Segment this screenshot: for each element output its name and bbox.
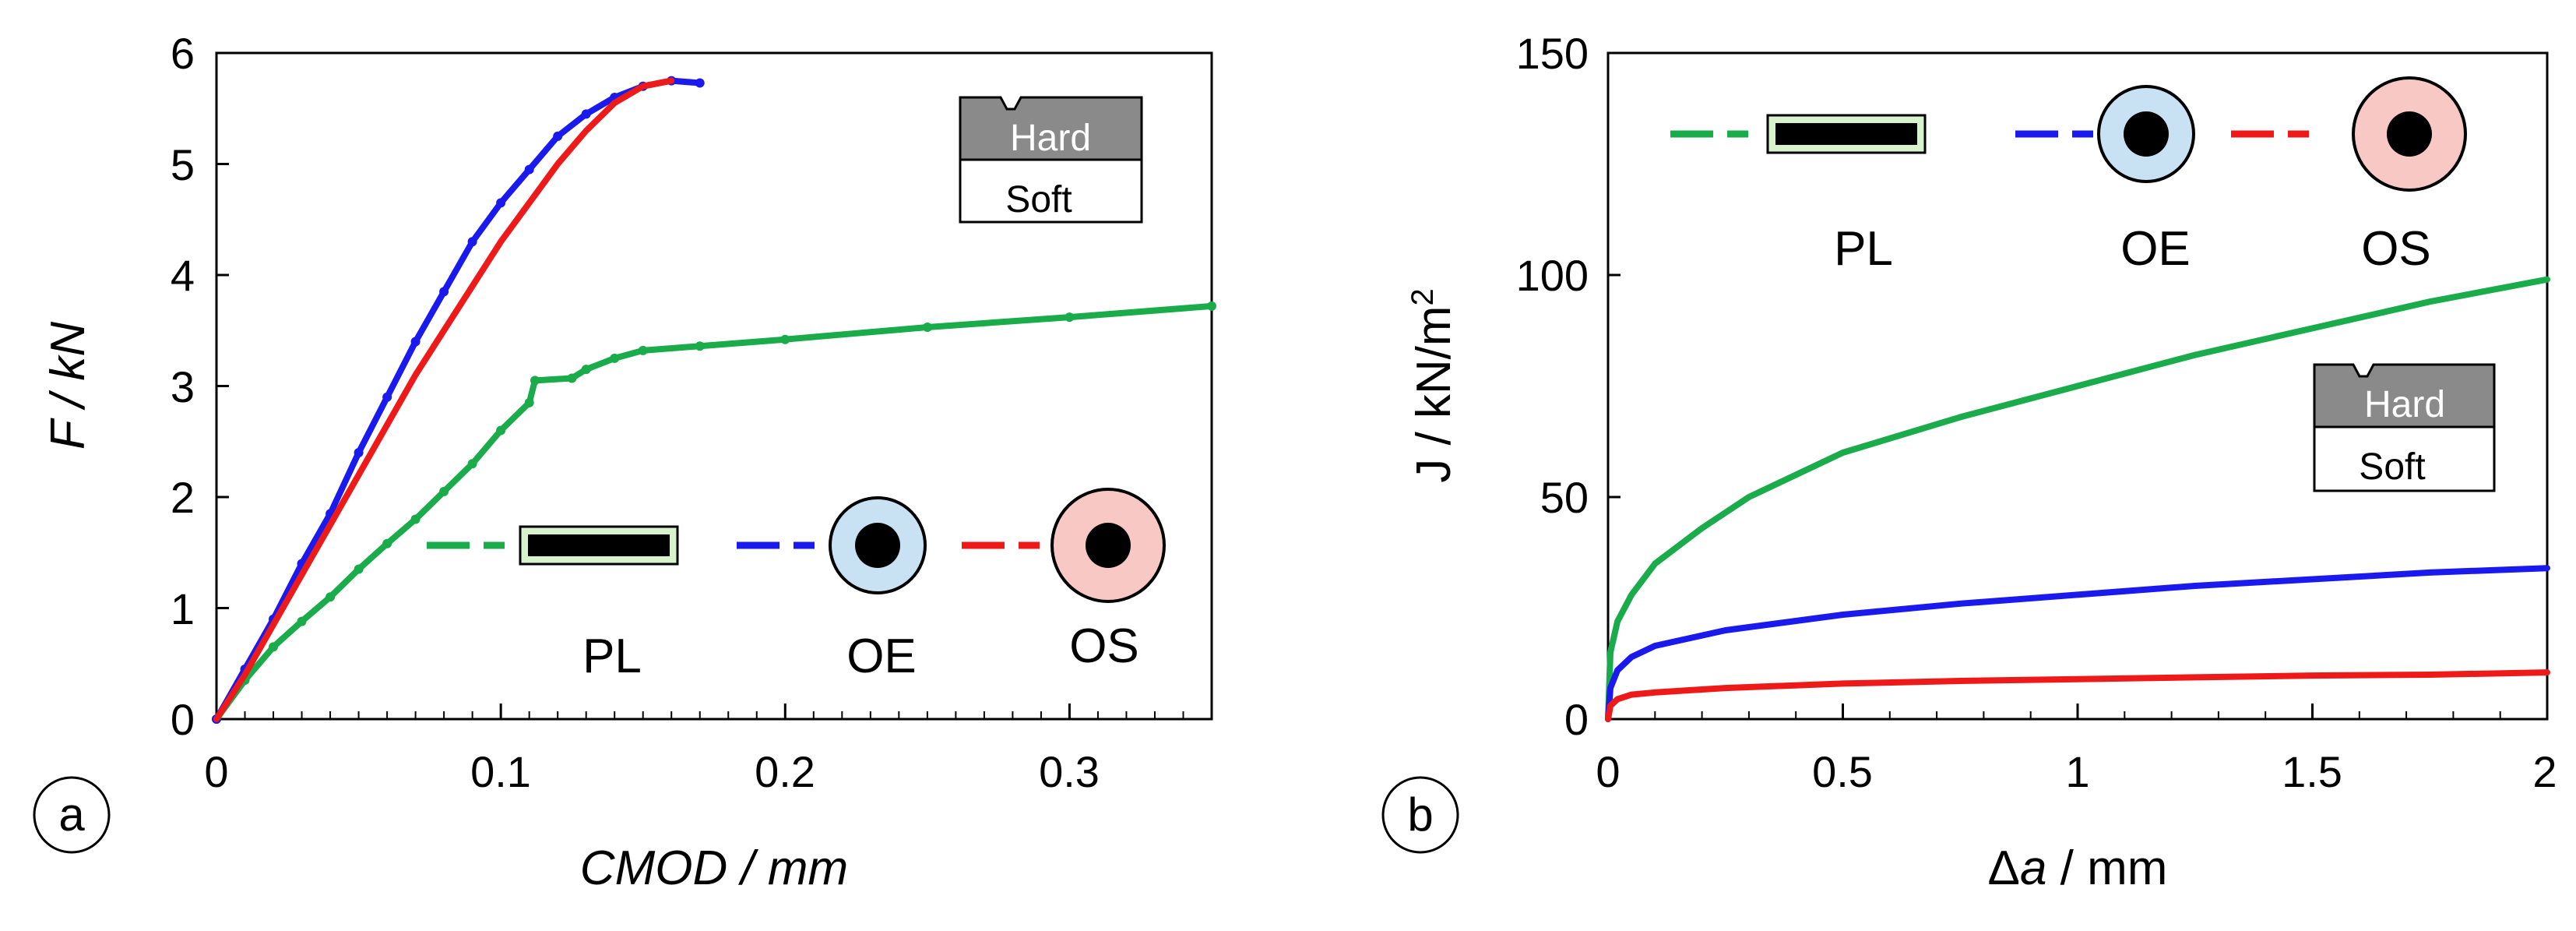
data-point-OE xyxy=(354,448,364,457)
y-tick-label: 2 xyxy=(171,473,195,522)
x-tick-label: 0.3 xyxy=(1039,747,1100,796)
data-point-PL xyxy=(695,341,705,351)
y-tick-label: 1 xyxy=(171,584,195,633)
data-point-PL xyxy=(922,323,932,332)
data-point-PL xyxy=(638,345,648,355)
panel-label: b xyxy=(1407,788,1433,841)
hard-label: Hard xyxy=(1010,118,1091,159)
data-point-PL xyxy=(1065,312,1075,323)
data-point-OE xyxy=(439,287,449,297)
data-point-PL xyxy=(1207,301,1216,311)
data-point-PL xyxy=(354,564,364,574)
data-point-PL xyxy=(297,616,307,626)
legend-symbol-OS-core xyxy=(2387,111,2432,157)
series-group-a xyxy=(212,76,1216,724)
data-point-PL xyxy=(524,397,534,407)
data-point-PL xyxy=(439,486,449,496)
x-tick-label: 1.5 xyxy=(2282,747,2342,796)
y-tick-label: 6 xyxy=(171,29,195,78)
series-line-OS xyxy=(1605,669,2550,722)
legend-symbol-OE-core xyxy=(2124,111,2169,157)
soft-layer xyxy=(959,158,1143,224)
data-point-OE xyxy=(553,131,563,141)
data-point-OE xyxy=(524,164,534,175)
hard-label: Hard xyxy=(2364,384,2445,425)
x-tick-label: 0.2 xyxy=(755,747,815,796)
legend-symbol-OE-core xyxy=(855,523,900,568)
chart-panel-b: 0 50 100 150 0 0.5 1 1.5 2 Δa / mm J / k… xyxy=(1381,29,2557,895)
legend-label-OE: OE xyxy=(2120,222,2191,276)
data-point-PL xyxy=(610,353,620,363)
series-line-PL xyxy=(213,302,1215,722)
data-point-PL xyxy=(780,334,790,344)
x-tick-label: 0.1 xyxy=(470,747,531,796)
data-point-PL xyxy=(581,365,591,375)
series-line-OE xyxy=(213,77,703,722)
y-tick-label: 4 xyxy=(171,251,195,300)
ticks-a xyxy=(215,51,1212,721)
legend-a: PL OE OS xyxy=(427,488,1166,683)
data-point-PL xyxy=(410,514,421,524)
panel-label-circle xyxy=(1381,776,1459,854)
legend-symbol-PL-core xyxy=(1775,123,1917,145)
x-axis-label: CMOD / mm xyxy=(580,841,848,895)
series-line-OS xyxy=(213,77,675,722)
y-axis-label: F / kN xyxy=(41,322,95,450)
data-point-PL xyxy=(567,373,577,383)
legend-label-OS: OS xyxy=(2361,222,2431,276)
y-tick-label: 3 xyxy=(171,362,195,411)
y-axis-label: J / kN/m2 xyxy=(1406,288,1461,483)
data-point-OE xyxy=(695,78,705,88)
data-point-OE xyxy=(467,237,477,247)
legend-label-PL: PL xyxy=(582,629,642,683)
legend-label-OS: OS xyxy=(1069,619,1139,673)
legend-label-OE: OE xyxy=(846,629,917,683)
data-point-PL xyxy=(467,459,477,469)
y-tick-label: 150 xyxy=(1516,29,1589,78)
x-tick-label: 0 xyxy=(1596,747,1620,796)
data-point-OE xyxy=(410,337,421,347)
legend-label-PL: PL xyxy=(1834,222,1893,276)
data-point-OE xyxy=(496,198,506,208)
soft-label: Soft xyxy=(1005,179,1072,220)
x-tick-label: 1 xyxy=(2065,747,2089,796)
data-point-OE xyxy=(382,392,392,402)
x-tick-label: 0.5 xyxy=(1812,747,1873,796)
chart-panel-a: 0 1 2 3 4 5 6 0 0.1 0.2 0.3 CMOD / mm F … xyxy=(33,29,1216,895)
soft-layer xyxy=(2313,425,2496,492)
panel-label-circle xyxy=(33,776,111,854)
series-group-b xyxy=(1605,276,2550,722)
data-point-PL xyxy=(530,376,540,386)
legend-symbol-OS-core xyxy=(1086,523,1131,568)
data-point-PL xyxy=(496,425,506,436)
y-tick-label: 0 xyxy=(171,695,195,744)
y-tick-label: 50 xyxy=(1540,473,1589,522)
legend-b: PL OE OS xyxy=(1670,76,2467,276)
x-tick-label: 2 xyxy=(2532,747,2557,796)
series-line-PL xyxy=(1605,276,2550,722)
y-tick-label: 100 xyxy=(1516,251,1589,300)
data-point-OE xyxy=(581,109,591,119)
y-tick-label: 5 xyxy=(171,140,195,189)
data-point-PL xyxy=(269,642,278,652)
soft-label: Soft xyxy=(2359,446,2425,488)
data-point-PL xyxy=(326,592,336,602)
y-tick-label: 0 xyxy=(1564,695,1589,744)
legend-symbol-PL-core xyxy=(528,534,670,556)
series-line-OE xyxy=(1605,565,2550,722)
x-tick-label: 0 xyxy=(204,747,228,796)
data-point-PL xyxy=(382,538,392,548)
hard-soft-inset: Hard Soft xyxy=(2313,363,2496,492)
panel-label: a xyxy=(58,788,85,841)
x-axis-label: Δa / mm xyxy=(1988,841,2168,895)
hard-soft-inset: Hard Soft xyxy=(959,96,1143,224)
